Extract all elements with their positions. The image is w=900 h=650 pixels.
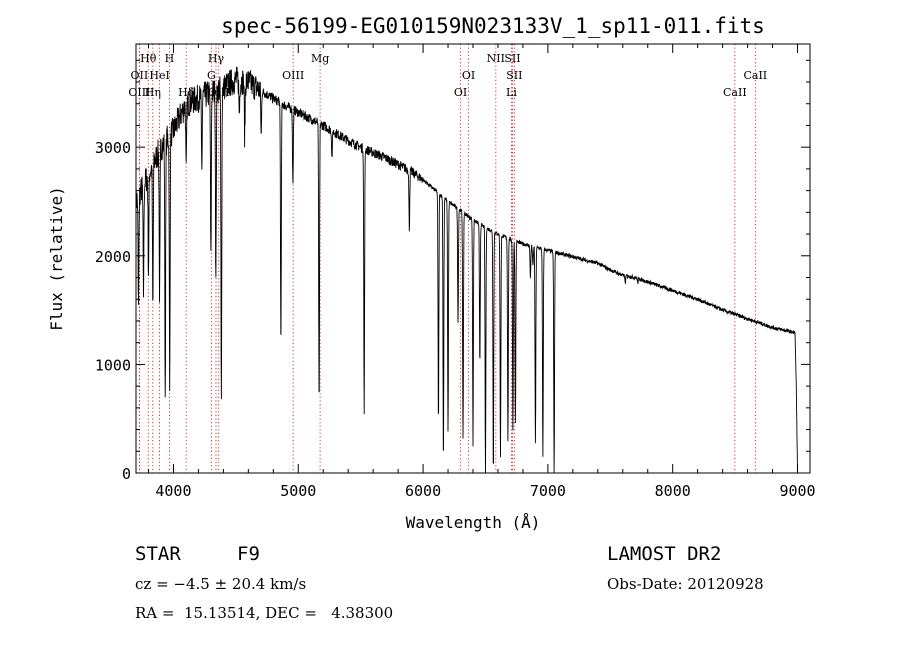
line-marker-label: Hδ — [178, 86, 195, 99]
line-marker-label: Hη — [145, 86, 161, 99]
coordinates: RA = 15.13514, DEC = 4.38300 — [135, 604, 394, 622]
line-marker-label: Hγ — [208, 52, 225, 65]
y-axis-label: Flux (relative) — [47, 186, 66, 331]
y-tick-label: 1000 — [95, 356, 131, 374]
line-marker-label: NII — [487, 52, 505, 65]
chart-title: spec-56199-EG010159N023133V_1_sp11-011.f… — [221, 14, 765, 38]
line-marker-label: Mg — [311, 52, 329, 65]
spectrum-chart: spec-56199-EG010159N023133V_1_sp11-011.f… — [47, 14, 816, 532]
line-marker-label: H — [165, 52, 175, 65]
line-marker-label: Hθ — [140, 52, 157, 65]
line-marker-label: CaII — [723, 86, 747, 99]
x-tick-label: 8000 — [655, 482, 691, 500]
line-marker-label: OIII — [208, 86, 230, 99]
y-tick-label: 2000 — [95, 248, 131, 266]
observation-date: Obs-Date: 20120928 — [607, 575, 764, 593]
survey-name: LAMOST DR2 — [607, 543, 722, 565]
spectrum-line — [135, 66, 798, 474]
line-marker-label: HeI — [149, 69, 169, 82]
line-marker-label: Li — [506, 86, 517, 99]
y-tick-label: 3000 — [95, 139, 131, 157]
x-axis-label: Wavelength (Å) — [406, 513, 541, 532]
object-class: STAR — [135, 543, 181, 565]
x-tick-label: 6000 — [405, 482, 441, 500]
line-marker-label: G — [207, 69, 216, 82]
y-tick-label: 0 — [122, 465, 131, 483]
line-marker-label: OIII — [282, 69, 304, 82]
x-tick-label: 9000 — [779, 482, 815, 500]
line-marker-label: SII — [504, 52, 520, 65]
x-tick-label: 5000 — [280, 482, 316, 500]
x-tick-label: 7000 — [530, 482, 566, 500]
line-marker-label: OII — [131, 69, 149, 82]
line-marker-label: SII — [506, 69, 522, 82]
redshift-cz: cz = −4.5 ± 20.4 km/s — [135, 575, 307, 593]
line-marker-label: OIII — [128, 86, 150, 99]
spectral-subclass: F9 — [237, 543, 260, 565]
line-marker-label: OI — [462, 69, 475, 82]
line-marker-label: CaII — [743, 69, 767, 82]
x-tick-label: 4000 — [155, 482, 191, 500]
line-marker-label: OI — [454, 86, 467, 99]
